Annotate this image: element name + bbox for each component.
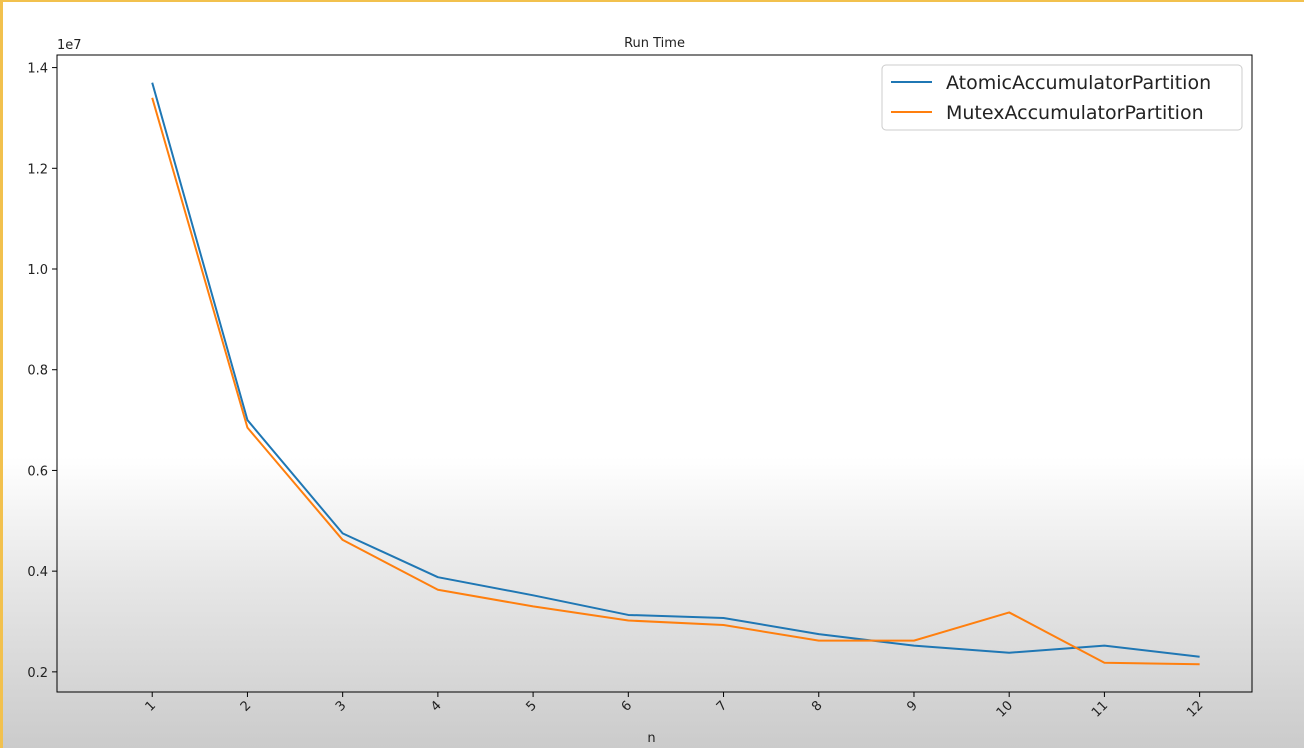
x-tick-label: 6	[619, 698, 635, 714]
y-tick-label: 0.6	[27, 464, 48, 479]
x-tick-label: 11	[1089, 698, 1111, 720]
x-tick-label: 4	[428, 698, 444, 714]
x-tick-label: 9	[904, 698, 920, 714]
y-tick-label: 0.8	[27, 364, 48, 379]
legend-box	[881, 64, 1243, 131]
y-offset-label: 1e7	[57, 38, 82, 53]
y-tick-label: 0.4	[27, 565, 48, 580]
x-tick-label: 7	[714, 698, 730, 714]
x-tick-label: 12	[1184, 698, 1206, 720]
series-line-atomic	[151, 82, 1200, 658]
y-tick-label: 1.4	[27, 62, 48, 77]
y-tick-label: 1.0	[27, 263, 48, 278]
chart-title: Run Time	[624, 36, 685, 51]
x-tick-label: 8	[809, 698, 825, 714]
x-tick-label: 5	[523, 698, 539, 714]
y-tick-label: 0.2	[27, 666, 48, 681]
x-tick-label: 2	[238, 698, 254, 714]
series-lines	[151, 82, 1200, 666]
y-axis: 0.2 0.4 0.6 0.8 1.0 1.2 1.4	[27, 62, 57, 681]
plot-area	[56, 54, 1253, 693]
x-tick-label: 10	[994, 698, 1016, 720]
x-axis-title: n	[647, 731, 655, 746]
x-tick-label: 3	[333, 698, 349, 714]
series-line-mutex	[151, 97, 1200, 666]
x-tick-label: 1	[143, 698, 159, 714]
legend-label: MutexAccumulatorPartition	[946, 102, 1204, 124]
legend-label: AtomicAccumulatorPartition	[946, 72, 1211, 94]
legend: AtomicAccumulatorPartition MutexAccumulat…	[881, 64, 1243, 131]
x-axis: 1 2 3 4 5 6 7 8 9 10 11 12	[143, 692, 1206, 721]
y-tick-label: 1.2	[27, 162, 48, 177]
